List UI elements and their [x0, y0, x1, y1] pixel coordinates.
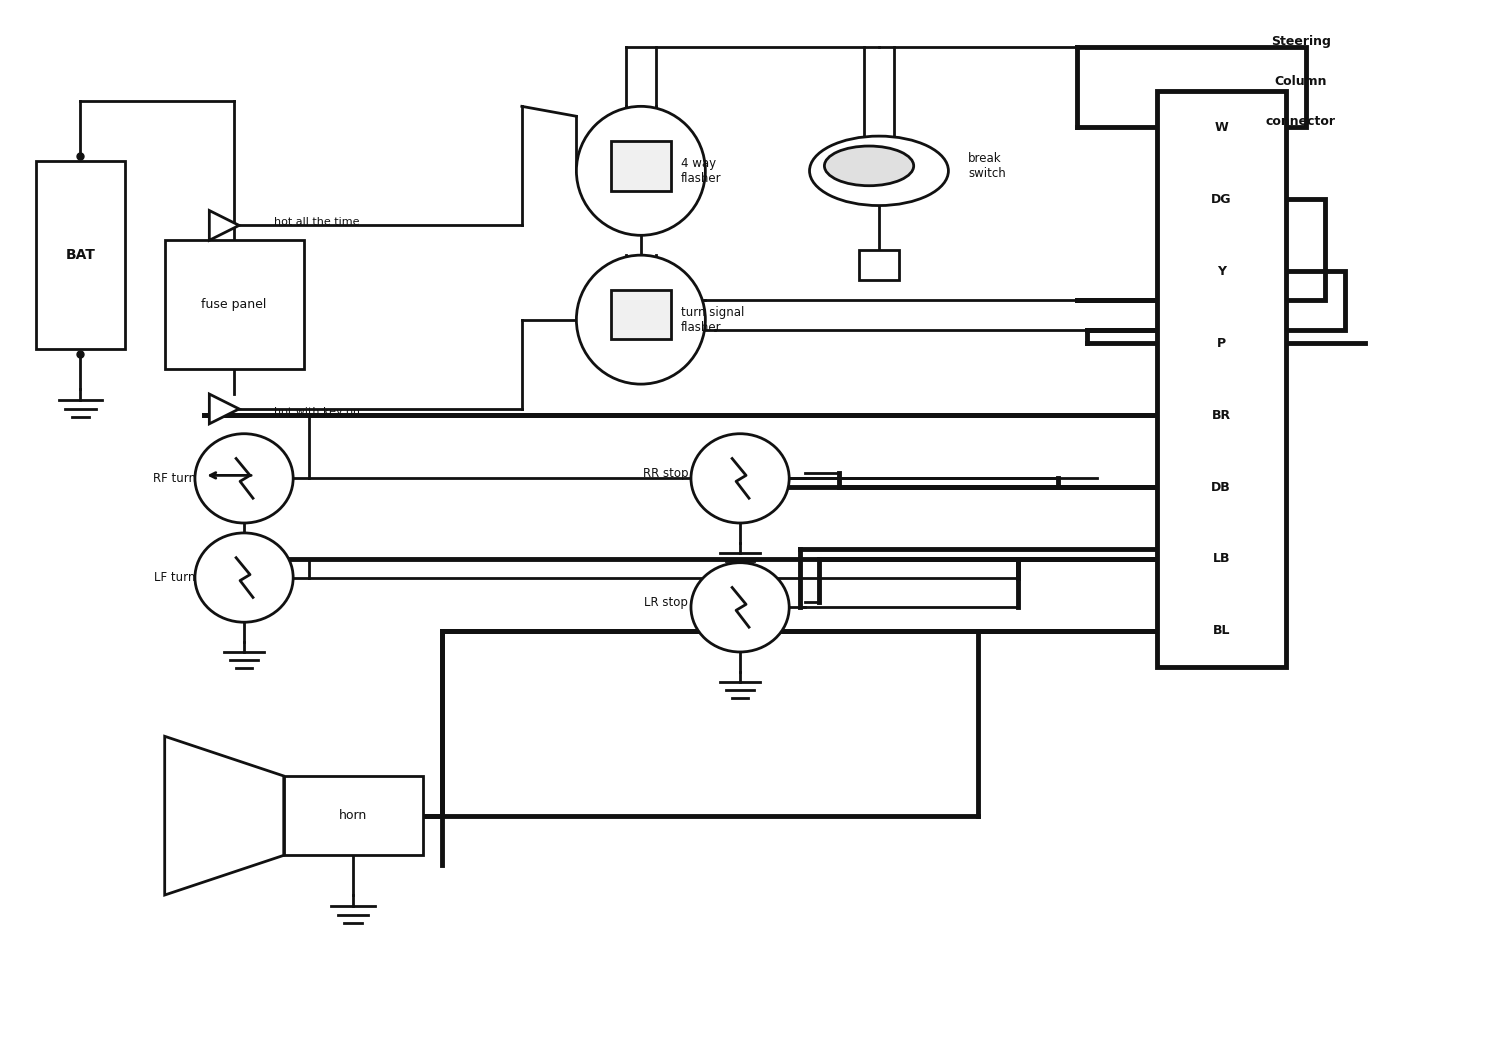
- Text: break
switch: break switch: [969, 152, 1006, 180]
- Text: hot all the time: hot all the time: [274, 217, 360, 227]
- Text: Y: Y: [1216, 265, 1225, 278]
- Text: W: W: [1215, 121, 1228, 134]
- Polygon shape: [210, 394, 238, 423]
- Bar: [610, 290, 670, 340]
- Text: LF turn: LF turn: [154, 571, 195, 584]
- Text: connector: connector: [1266, 114, 1335, 128]
- Ellipse shape: [810, 136, 948, 205]
- Text: turn signal
flasher: turn signal flasher: [681, 306, 744, 333]
- Text: P: P: [1216, 336, 1225, 350]
- Text: LB: LB: [1212, 552, 1230, 566]
- Text: 4 way
flasher: 4 way flasher: [681, 157, 722, 184]
- Bar: [1156, 91, 1286, 667]
- Ellipse shape: [692, 563, 789, 652]
- Bar: [610, 141, 670, 191]
- Polygon shape: [210, 211, 238, 240]
- Text: horn: horn: [339, 809, 368, 823]
- Text: DG: DG: [1210, 193, 1231, 205]
- Bar: [36, 161, 124, 349]
- Ellipse shape: [825, 146, 914, 185]
- Bar: [284, 776, 423, 855]
- Text: BL: BL: [1212, 625, 1230, 637]
- Text: RF turn: RF turn: [153, 472, 197, 485]
- Ellipse shape: [195, 533, 292, 623]
- Ellipse shape: [692, 434, 789, 523]
- Circle shape: [576, 255, 705, 385]
- Text: LR stop: LR stop: [644, 596, 687, 609]
- Text: hot with key on: hot with key on: [274, 407, 360, 417]
- Text: DB: DB: [1212, 481, 1231, 494]
- Text: fuse panel: fuse panel: [201, 299, 267, 311]
- Text: BAT: BAT: [66, 248, 96, 262]
- Bar: [165, 240, 303, 369]
- Polygon shape: [165, 737, 284, 895]
- Text: BR: BR: [1212, 409, 1231, 421]
- Circle shape: [576, 106, 705, 236]
- Text: Steering: Steering: [1270, 36, 1330, 48]
- Text: RR stop: RR stop: [644, 467, 688, 480]
- Text: Column: Column: [1275, 75, 1328, 88]
- Ellipse shape: [195, 434, 292, 523]
- Bar: [859, 250, 898, 280]
